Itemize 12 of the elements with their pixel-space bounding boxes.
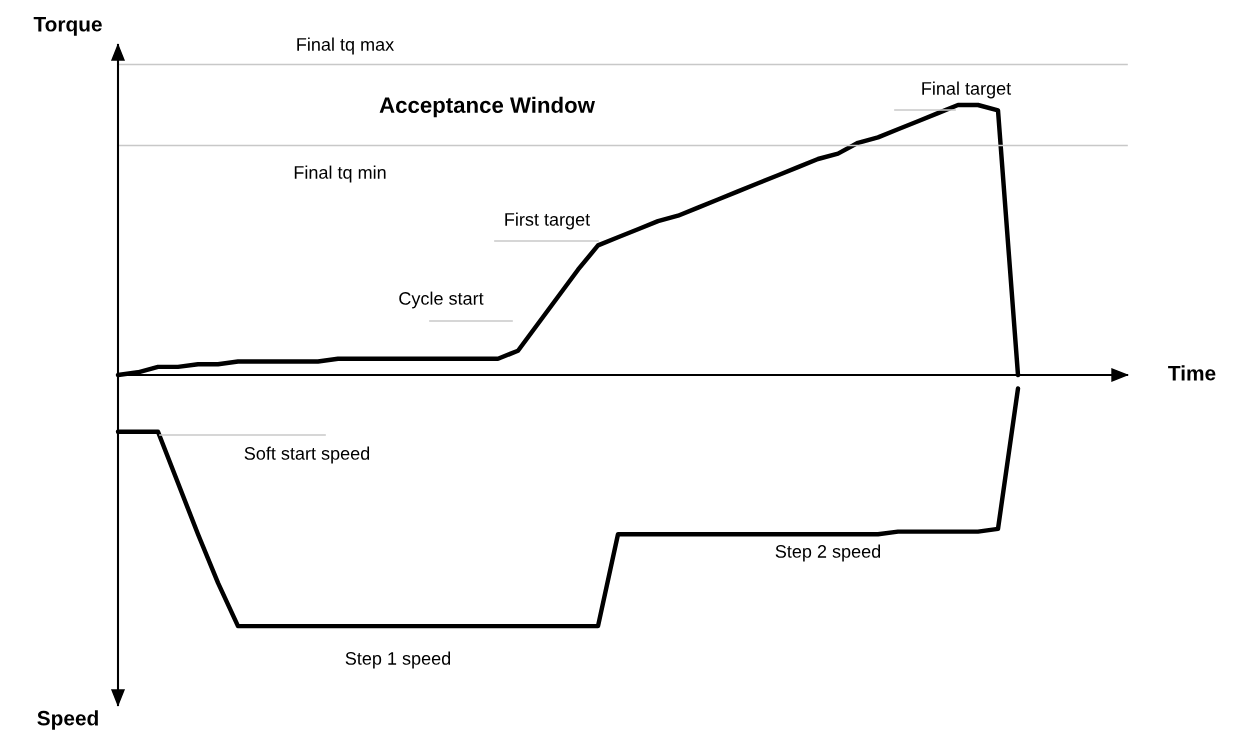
- text: Speed: [37, 710, 98, 730]
- y-axis-title: Torque: [33, 17, 102, 36]
- annotation: Acceptance Window: [379, 96, 595, 118]
- annotation: Step 2 speed: [775, 544, 881, 562]
- ref-line-label: Final tq max: [297, 37, 394, 55]
- ref-line-label: Final tq min: [294, 165, 386, 183]
- annotation: First target: [505, 212, 591, 230]
- annotation: Soft start speed: [244, 446, 370, 464]
- text: Final target: [922, 81, 1012, 99]
- text: Time: [1168, 365, 1216, 381]
- annotation: Cycle start: [399, 291, 484, 309]
- text: Step 1 speed: [345, 651, 451, 669]
